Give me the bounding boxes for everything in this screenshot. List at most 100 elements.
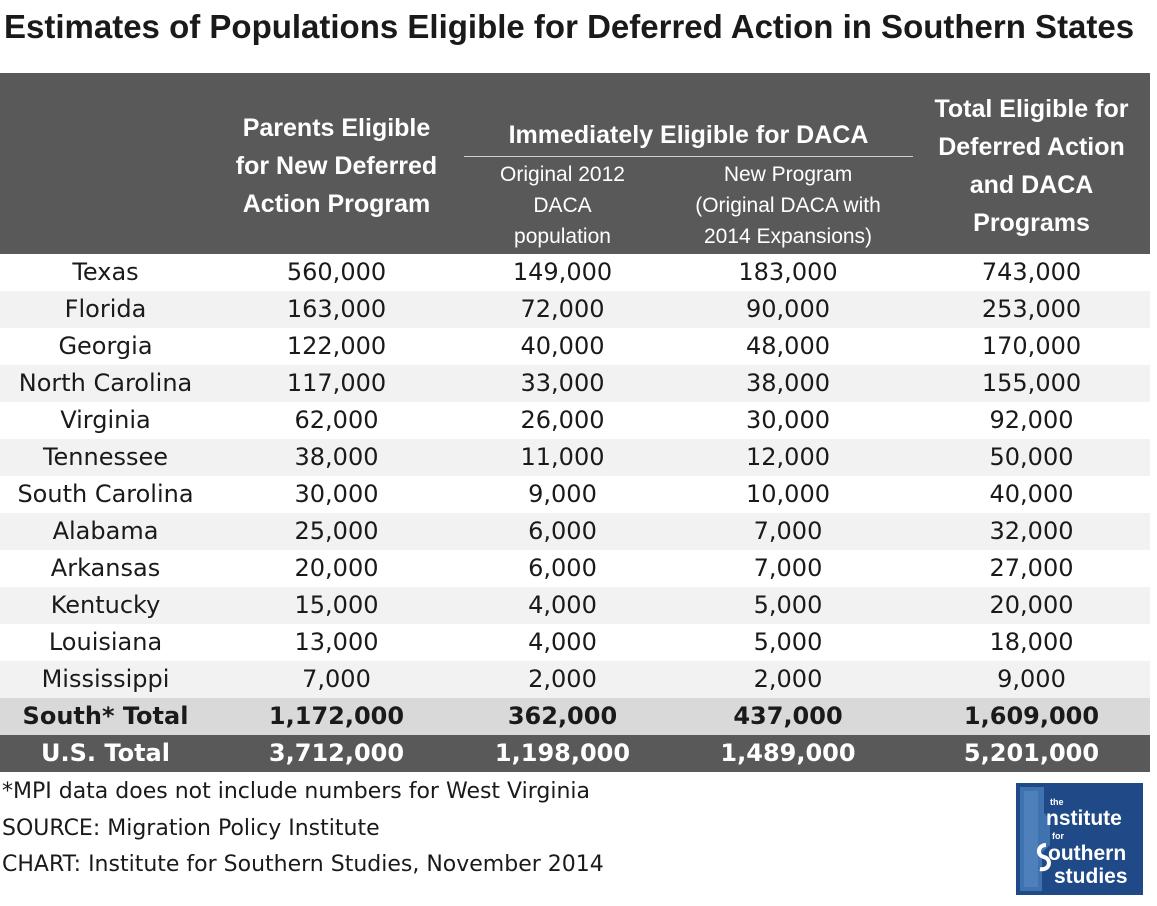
total-cell: 27,000 xyxy=(913,550,1150,587)
total-cell: 32,000 xyxy=(913,513,1150,550)
parents-cell: 7,000 xyxy=(211,661,462,698)
parents-cell: 3,712,000 xyxy=(211,735,462,772)
parents-cell: 15,000 xyxy=(211,587,462,624)
state-cell: Alabama xyxy=(0,513,211,550)
parents-cell: 13,000 xyxy=(211,624,462,661)
original-daca-cell: 4,000 xyxy=(462,587,663,624)
state-cell: Virginia xyxy=(0,402,211,439)
total-cell: 18,000 xyxy=(913,624,1150,661)
south-total-row: South* Total 1,172,000 362,000 437,000 1,609… xyxy=(0,698,1150,735)
original-daca-cell: 149,000 xyxy=(462,254,663,291)
chart-title: Estimates of Populations Eligible for De… xyxy=(4,8,1135,45)
total-cell: 170,000 xyxy=(913,328,1150,365)
table-row: Virginia 62,000 26,000 30,000 92,000 xyxy=(0,402,1150,439)
notes: *MPI data does not include numbers for W… xyxy=(2,774,604,884)
total-cell: 20,000 xyxy=(913,587,1150,624)
parents-cell: 122,000 xyxy=(211,328,462,365)
new-program-cell: 48,000 xyxy=(663,328,913,365)
original-daca-cell: 6,000 xyxy=(462,513,663,550)
total-cell: 92,000 xyxy=(913,402,1150,439)
new-program-cell: 12,000 xyxy=(663,439,913,476)
table-row: North Carolina 117,000 33,000 38,000 155,000 xyxy=(0,365,1150,402)
new-program-cell: 90,000 xyxy=(663,291,913,328)
table-row: South Carolina 30,000 9,000 10,000 40,000 xyxy=(0,476,1150,513)
parents-cell: 30,000 xyxy=(211,476,462,513)
table-body: Texas 560,000 149,000 183,000 743,000 Florida… xyxy=(0,254,1150,772)
original-daca-cell: 9,000 xyxy=(462,476,663,513)
state-cell: Texas xyxy=(0,254,211,291)
state-cell: South* Total xyxy=(0,698,211,735)
svg-text:outhern: outhern xyxy=(1048,842,1126,865)
table-row: Kentucky 15,000 4,000 5,000 20,000 xyxy=(0,587,1150,624)
parents-cell: 1,172,000 xyxy=(211,698,462,735)
new-program-cell: 7,000 xyxy=(663,513,913,550)
total-cell: 253,000 xyxy=(913,291,1150,328)
state-cell: Mississippi xyxy=(0,661,211,698)
new-program-header: New Program (Original DACA with 2014 Exp… xyxy=(663,157,913,254)
table-row: Mississippi 7,000 2,000 2,000 9,000 xyxy=(0,661,1150,698)
table-row: Alabama 25,000 6,000 7,000 32,000 xyxy=(0,513,1150,550)
original-daca-cell: 4,000 xyxy=(462,624,663,661)
table-row: Arkansas 20,000 6,000 7,000 27,000 xyxy=(0,550,1150,587)
original-daca-cell: 40,000 xyxy=(462,328,663,365)
state-cell: South Carolina xyxy=(0,476,211,513)
table-row: Tennessee 38,000 11,000 12,000 50,000 xyxy=(0,439,1150,476)
state-cell: Florida xyxy=(0,291,211,328)
new-program-cell: 1,489,000 xyxy=(663,735,913,772)
new-program-cell: 30,000 xyxy=(663,402,913,439)
new-program-cell: 2,000 xyxy=(663,661,913,698)
original-daca-header: Original 2012 DACA population xyxy=(462,157,663,254)
chart-credit: CHART: Institute for Southern Studies, N… xyxy=(2,852,604,877)
total-cell: 1,609,000 xyxy=(913,698,1150,735)
original-daca-cell: 72,000 xyxy=(462,291,663,328)
table-row: Louisiana 13,000 4,000 5,000 18,000 xyxy=(0,624,1150,661)
footnote: *MPI data does not include numbers for W… xyxy=(2,779,591,804)
total-cell: 40,000 xyxy=(913,476,1150,513)
us-total-row: U.S. Total 3,712,000 1,198,000 1,489,000 5,2… xyxy=(0,735,1150,772)
new-program-cell: 10,000 xyxy=(663,476,913,513)
svg-text:the: the xyxy=(1050,797,1064,807)
parents-cell: 25,000 xyxy=(211,513,462,550)
new-program-cell: 5,000 xyxy=(663,587,913,624)
table-row: Georgia 122,000 40,000 48,000 170,000 xyxy=(0,328,1150,365)
total-cell: 50,000 xyxy=(913,439,1150,476)
svg-text:studies: studies xyxy=(1054,865,1128,888)
original-daca-cell: 6,000 xyxy=(462,550,663,587)
new-program-cell: 7,000 xyxy=(663,550,913,587)
state-header xyxy=(0,73,211,254)
state-cell: Kentucky xyxy=(0,587,211,624)
state-cell: North Carolina xyxy=(0,365,211,402)
total-cell: 743,000 xyxy=(913,254,1150,291)
original-daca-cell: 33,000 xyxy=(462,365,663,402)
parents-cell: 20,000 xyxy=(211,550,462,587)
state-cell: Louisiana xyxy=(0,624,211,661)
parents-header: Parents Eligible for New Deferred Action… xyxy=(211,73,462,254)
new-program-cell: 437,000 xyxy=(663,698,913,735)
state-cell: Arkansas xyxy=(0,550,211,587)
parents-cell: 117,000 xyxy=(211,365,462,402)
institute-logo-icon: the nstitute for outhern studies xyxy=(1016,783,1143,895)
parents-cell: 62,000 xyxy=(211,402,462,439)
daca-group-header: Immediately Eligible for DACA xyxy=(462,73,913,157)
total-cell: 5,201,000 xyxy=(913,735,1150,772)
parents-cell: 163,000 xyxy=(211,291,462,328)
new-program-cell: 183,000 xyxy=(663,254,913,291)
original-daca-cell: 2,000 xyxy=(462,661,663,698)
state-cell: Georgia xyxy=(0,328,211,365)
original-daca-cell: 26,000 xyxy=(462,402,663,439)
new-program-cell: 5,000 xyxy=(663,624,913,661)
original-daca-cell: 362,000 xyxy=(462,698,663,735)
state-cell: U.S. Total xyxy=(0,735,211,772)
total-cell: 9,000 xyxy=(913,661,1150,698)
original-daca-cell: 11,000 xyxy=(462,439,663,476)
parents-cell: 38,000 xyxy=(211,439,462,476)
table-row: Florida 163,000 72,000 90,000 253,000 xyxy=(0,291,1150,328)
total-header: Total Eligible for Deferred Action and D… xyxy=(913,73,1150,254)
institute-logo: the nstitute for outhern studies xyxy=(1016,783,1143,895)
parents-cell: 560,000 xyxy=(211,254,462,291)
eligibility-table: Parents Eligible for New Deferred Action… xyxy=(0,73,1150,772)
source-note: SOURCE: Migration Policy Institute xyxy=(2,815,380,841)
table-row: Texas 560,000 149,000 183,000 743,000 xyxy=(0,254,1150,291)
svg-text:nstitute: nstitute xyxy=(1046,807,1122,830)
total-cell: 155,000 xyxy=(913,365,1150,402)
